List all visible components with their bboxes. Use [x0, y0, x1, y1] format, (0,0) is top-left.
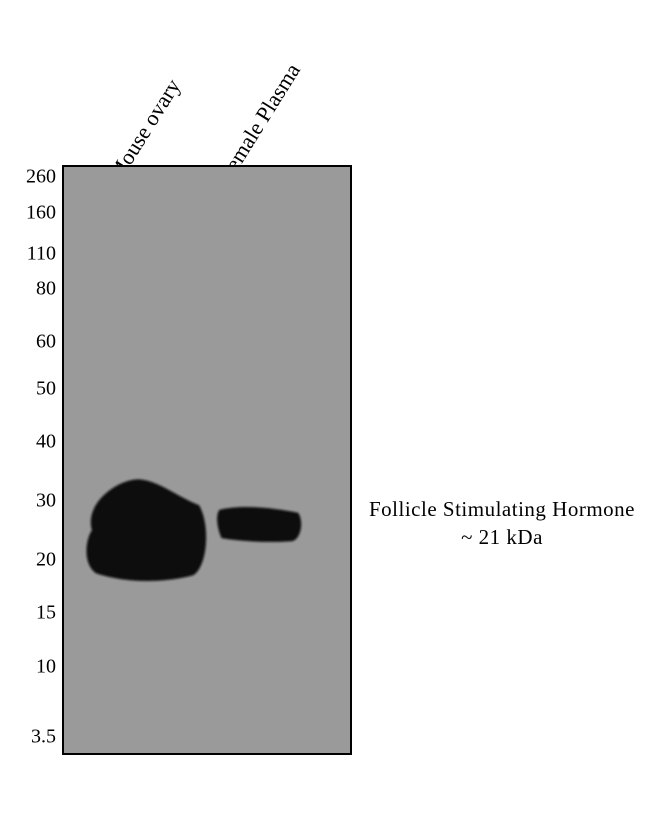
figure-container: Mouse ovary Female Plasma 260 160 110 80… [0, 0, 650, 816]
mw-marker: 20 [36, 549, 56, 572]
mw-marker: 10 [36, 655, 56, 678]
lane-labels-group: Mouse ovary Female Plasma [0, 0, 650, 165]
mw-marker: 30 [36, 490, 56, 513]
annotation-line-1: Follicle Stimulating Hormone [362, 495, 642, 523]
mw-marker: 40 [36, 431, 56, 454]
annotation-line-2: ~ 21 kDa [362, 523, 642, 551]
mw-marker: 50 [36, 378, 56, 401]
blot-bg [64, 167, 350, 753]
molecular-weight-ladder: 260 160 110 80 60 50 40 30 20 15 10 3.5 [0, 165, 62, 755]
mw-marker: 110 [27, 242, 56, 265]
mw-marker: 3.5 [31, 726, 56, 749]
mw-marker: 260 [26, 165, 56, 188]
blot-membrane [62, 165, 352, 755]
mw-marker: 80 [36, 277, 56, 300]
band-lane-2 [217, 507, 301, 542]
mw-marker: 160 [26, 202, 56, 225]
band-annotation: Follicle Stimulating Hormone ~ 21 kDa [362, 495, 642, 552]
mw-marker: 15 [36, 602, 56, 625]
blot-svg [64, 167, 350, 753]
mw-marker: 60 [36, 331, 56, 354]
